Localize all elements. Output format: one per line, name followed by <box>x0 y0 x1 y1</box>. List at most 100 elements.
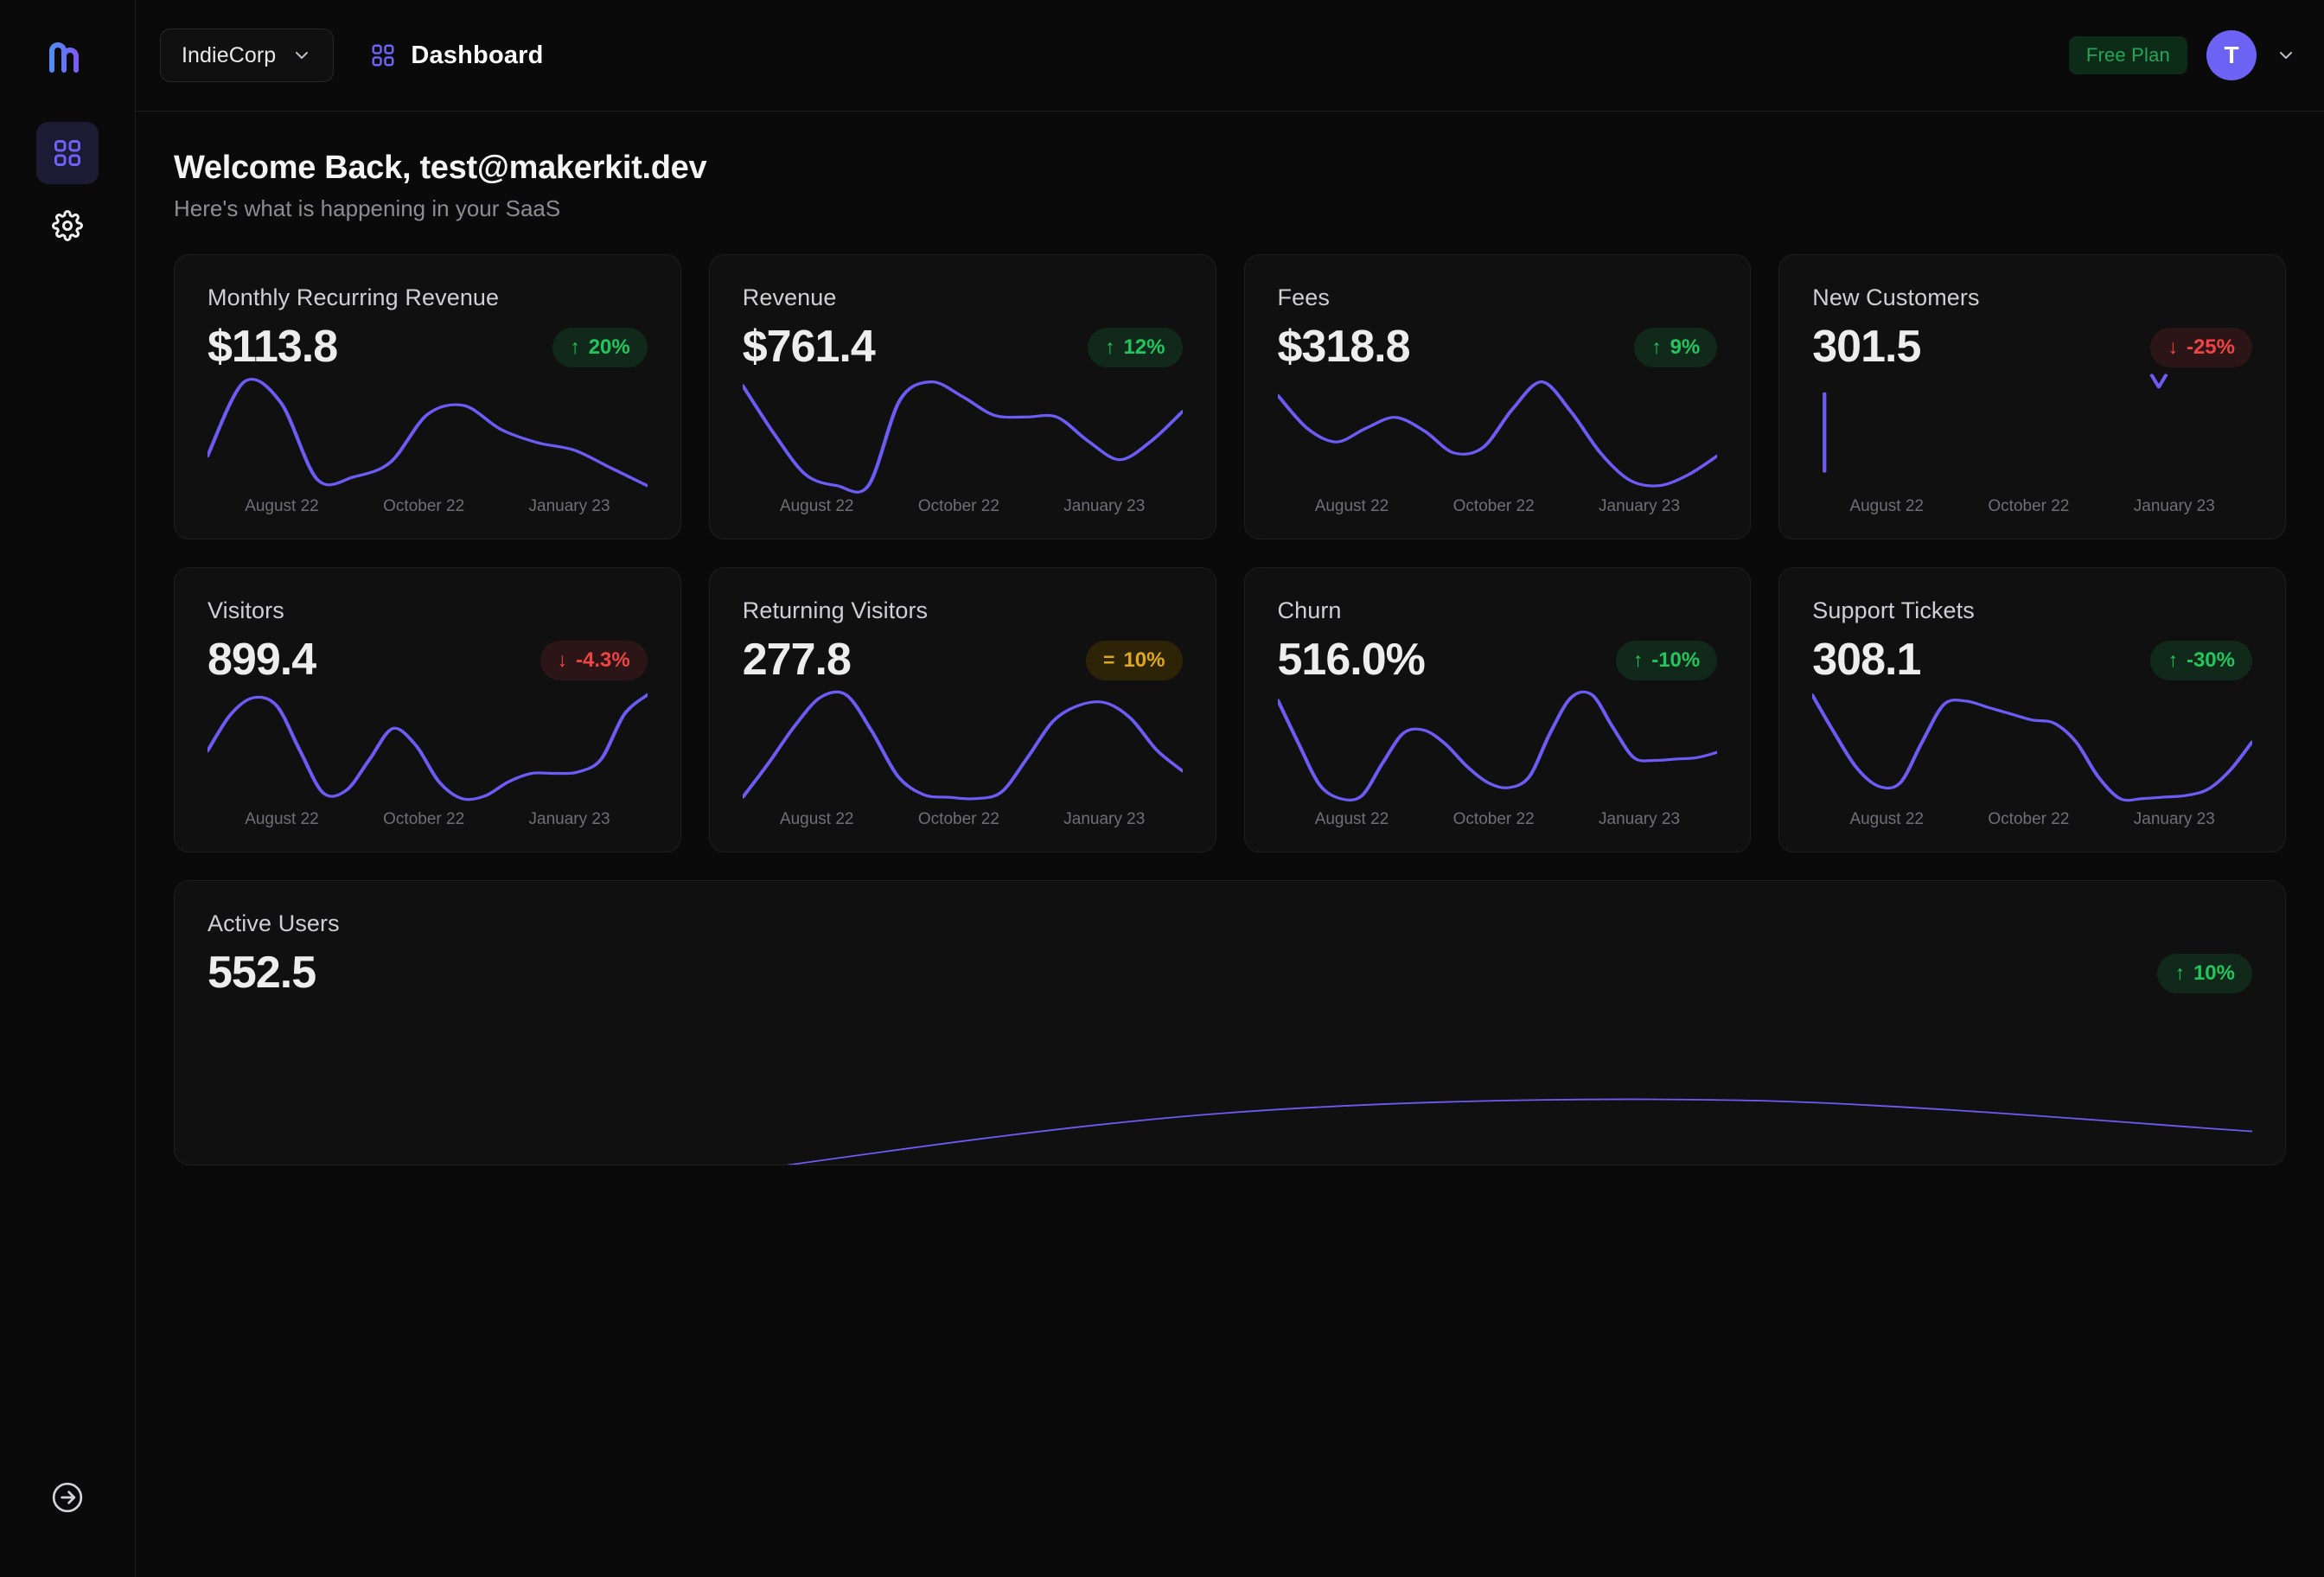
plan-badge[interactable]: Free Plan <box>2068 36 2187 74</box>
card-figure-row: $318.8 ↑ 9% <box>1278 323 1718 371</box>
axis-label: October 22 <box>917 810 999 829</box>
trend-arrow-icon: ↑ <box>570 335 580 359</box>
sparkline-chart <box>208 997 2252 1165</box>
axis-label: October 22 <box>383 810 465 829</box>
trend-arrow-icon: ↓ <box>2168 335 2178 359</box>
sparkline-path <box>742 690 1183 801</box>
organization-selector[interactable]: IndieCorp <box>160 29 335 82</box>
status-badge: ↑ 12% <box>1087 327 1183 367</box>
breadcrumb: Dashboard <box>370 42 543 70</box>
axis-label: August 22 <box>779 497 854 516</box>
card-figure-row: 552.5 ↑ 10% <box>208 949 2252 997</box>
status-badge: ↑ 9% <box>1634 327 1718 367</box>
stat-card: Fees $318.8 ↑ 9% August 22 October 22 Janu… <box>1243 254 1752 540</box>
chart-axis: August 22 October 22 January 23 <box>743 810 1183 829</box>
sparkline-path <box>742 380 1183 494</box>
stat-card: Visitors 899.4 ↓ -4.3% August 22 October … <box>174 567 681 853</box>
avatar[interactable]: T <box>2206 30 2257 80</box>
chart-axis: August 22 October 22 January 23 <box>1278 810 1718 829</box>
axis-label: October 22 <box>1988 497 2070 516</box>
card-figure-row: 301.5 ↓ -25% <box>1812 323 2252 371</box>
sidebar-item-settings[interactable] <box>36 195 99 257</box>
trend-value: 12% <box>1123 335 1165 359</box>
sparkline-chart <box>208 686 648 810</box>
stat-card-grid: Monthly Recurring Revenue $113.8 ↑ 20% A… <box>174 254 2286 853</box>
chart-axis: August 22 October 22 January 23 <box>1278 497 1718 516</box>
trend-arrow-icon: ↑ <box>1651 335 1662 359</box>
expand-sidebar-button[interactable] <box>36 1466 99 1529</box>
trend-value: -30% <box>2186 648 2235 672</box>
axis-label: October 22 <box>383 497 465 516</box>
axis-label: January 23 <box>2133 810 2215 829</box>
card-title: Fees <box>1277 284 1330 311</box>
sparkline-chart <box>1277 373 1718 497</box>
status-badge: ↑ 20% <box>552 327 648 367</box>
chart-axis: August 22 October 22 January 23 <box>1812 810 2252 829</box>
grid-icon <box>372 44 394 67</box>
trend-arrow-icon: ↓ <box>557 648 568 672</box>
sparkline-path <box>1277 380 1718 488</box>
card-value: 277.8 <box>742 635 852 686</box>
sparkline-path <box>208 693 648 801</box>
axis-label: October 22 <box>1988 810 2070 829</box>
main-area: IndieCorp Dashboard Free Plan T <box>136 0 2324 1577</box>
card-figure-row: 308.1 ↑ -30% <box>1812 636 2252 684</box>
chart-axis: August 22 October 22 January 23 <box>208 810 648 829</box>
card-figure-row: $113.8 ↑ 20% <box>208 323 648 371</box>
axis-label: January 23 <box>528 810 610 829</box>
trend-arrow-icon: = <box>1103 648 1115 672</box>
status-badge: ↓ -4.3% <box>540 640 648 680</box>
axis-label: August 22 <box>245 497 319 516</box>
stat-card: Monthly Recurring Revenue $113.8 ↑ 20% A… <box>174 254 681 540</box>
trend-arrow-icon: ↑ <box>2174 961 2185 985</box>
card-figure-row: 277.8 = 10% <box>743 636 1183 684</box>
axis-label: October 22 <box>1452 810 1535 829</box>
axis-label: October 22 <box>917 497 999 516</box>
axis-label: January 23 <box>1063 810 1146 829</box>
sidebar-item-dashboard[interactable] <box>36 122 99 184</box>
trend-value: 9% <box>1670 335 1701 359</box>
card-figure-row: 899.4 ↓ -4.3% <box>208 636 648 684</box>
chevron-down-icon <box>2280 52 2292 59</box>
status-badge: ↑ -30% <box>2150 640 2252 680</box>
trend-value: -25% <box>2186 335 2235 359</box>
sidebar <box>0 0 136 1577</box>
stat-card: Returning Visitors 277.8 = 10% August 22… <box>708 567 1216 853</box>
trend-value: 20% <box>588 335 630 359</box>
axis-label: January 23 <box>1599 497 1681 516</box>
breadcrumb-label[interactable]: Dashboard <box>411 41 544 69</box>
chart-axis: August 22 October 22 January 23 <box>743 497 1183 516</box>
stat-card: Churn 516.0% ↑ -10% August 22 October 22 J… <box>1243 567 1752 853</box>
trend-arrow-icon: ↑ <box>1632 648 1644 672</box>
card-value: 516.0% <box>1277 635 1426 686</box>
axis-label: August 22 <box>1314 810 1389 829</box>
card-value: 308.1 <box>1812 635 1921 686</box>
sparkline-path <box>782 1098 2252 1165</box>
axis-label: August 22 <box>1849 810 1925 829</box>
axis-label: August 22 <box>1849 497 1925 516</box>
sparkline-path <box>208 377 648 488</box>
gear-icon <box>52 210 83 241</box>
status-badge: ↓ -25% <box>2150 327 2252 367</box>
card-title: Returning Visitors <box>742 597 929 624</box>
card-value: 301.5 <box>1812 322 1921 373</box>
sparkline-chart <box>208 373 648 497</box>
page-content: Welcome Back, test@makerkit.dev Here's w… <box>136 112 2324 1577</box>
sparkline-chart <box>742 686 1183 810</box>
page-heading: Welcome Back, test@makerkit.dev Here's w… <box>174 148 2286 223</box>
axis-label: January 23 <box>528 497 610 516</box>
card-title: Monthly Recurring Revenue <box>208 284 500 311</box>
sparkline-chart <box>1277 686 1718 810</box>
account-menu-button[interactable] <box>2276 45 2296 66</box>
trend-arrow-icon: ↑ <box>2168 648 2178 672</box>
status-badge: ↑ 10% <box>2157 953 2252 993</box>
arrow-right-circle-icon <box>52 1482 83 1513</box>
stat-card: New Customers 301.5 ↓ -25% August 22 Octo… <box>1778 254 2286 540</box>
axis-label: August 22 <box>245 810 319 829</box>
card-value: $113.8 <box>208 322 338 373</box>
stat-card: Revenue $761.4 ↑ 12% August 22 October 22… <box>708 254 1216 540</box>
sparkline-path <box>1277 690 1718 801</box>
brand-logo[interactable] <box>0 0 135 112</box>
sparkline-path-partial <box>2149 374 2168 389</box>
axis-label: January 23 <box>1063 497 1146 516</box>
